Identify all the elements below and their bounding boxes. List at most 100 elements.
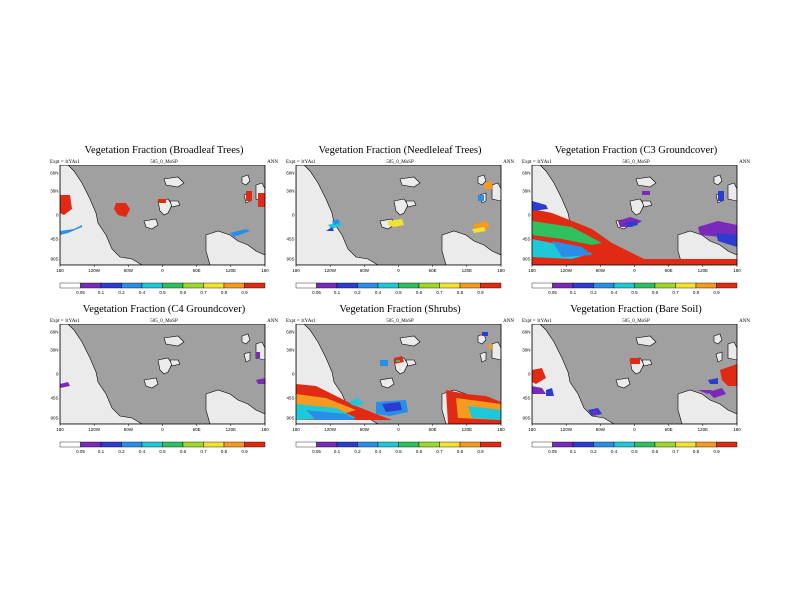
case-label: 505_0_MoSP <box>150 319 178 324</box>
data-patch <box>258 193 265 207</box>
colorbar-swatch <box>377 282 399 289</box>
lon-tick-label: 60W <box>596 427 606 432</box>
lon-tick-label: 0 <box>633 268 636 273</box>
lat-tick-label: 90S <box>286 416 294 421</box>
colorbar-swatch <box>572 441 594 448</box>
season-label: ANN <box>267 160 278 165</box>
colorbar-swatch <box>552 282 574 289</box>
lat-tick-label: 60N <box>286 330 294 335</box>
vegetation-map: 60N 30N 0 45S 90S 180 120W 60W 0 60E 120E 180 0.05 0.… <box>522 324 741 454</box>
colorbar-swatch <box>439 441 461 448</box>
lon-tick-label: 60E <box>193 427 201 432</box>
landmass-arabia <box>399 335 421 347</box>
colorbar-label: 0.4 <box>375 290 382 295</box>
lat-tick-label: 0 <box>292 213 295 218</box>
lon-tick-label: 180 <box>528 427 536 432</box>
colorbar-swatch <box>459 282 481 289</box>
lat-tick-label: 90S <box>522 416 530 421</box>
lat-tick-label: 30N <box>522 348 530 353</box>
panel-shrubs: Vegetation Fraction (Shrubs) Expt = 1tYA… <box>286 304 514 454</box>
colorbar-label: 0.05 <box>548 449 557 454</box>
colorbar-swatch <box>121 282 143 289</box>
data-patch <box>630 358 640 364</box>
data-patch <box>472 227 486 233</box>
lat-tick-label: 30N <box>50 348 58 353</box>
data-patch <box>718 191 724 201</box>
colorbar-label: 0.05 <box>76 290 85 295</box>
colorbar-swatch <box>613 282 635 289</box>
data-patch <box>306 410 356 420</box>
colorbar-swatch <box>572 282 594 289</box>
panel-title: Vegetation Fraction (Needleleaf Trees) <box>318 145 482 156</box>
lat-tick-label: 45S <box>286 396 294 401</box>
lat-tick-label: 60N <box>50 171 58 176</box>
colorbar-label: 0.8 <box>221 449 228 454</box>
landmass-east-asia <box>713 333 723 345</box>
data-patch <box>624 221 638 227</box>
season-label: ANN <box>503 160 514 165</box>
colorbar-swatch <box>398 441 420 448</box>
colorbar-swatch <box>295 441 317 448</box>
landmass-arabia <box>163 335 185 347</box>
lon-tick-label: 180 <box>261 268 269 273</box>
colorbar-label: 0.9 <box>713 290 720 295</box>
lat-tick-label: 45S <box>50 396 58 401</box>
landmass-australia <box>205 389 265 424</box>
lat-tick-label: 0 <box>528 372 531 377</box>
landmass-small <box>379 377 395 389</box>
landmass-island <box>243 351 251 363</box>
landmass-americas <box>60 324 143 424</box>
lat-tick-label: 0 <box>292 372 295 377</box>
lon-tick-label: 120W <box>88 268 101 273</box>
data-patch <box>114 203 130 217</box>
data-patch <box>468 406 501 420</box>
colorbar-swatch <box>80 282 102 289</box>
landmass-arabia <box>399 176 421 188</box>
colorbar-swatch <box>593 441 615 448</box>
colorbar-label: 0.1 <box>98 290 105 295</box>
colorbar-label: 0.6 <box>180 290 187 295</box>
data-patch <box>708 378 718 384</box>
lon-tick-label: 120E <box>698 427 709 432</box>
lat-tick-label: 30N <box>50 189 58 194</box>
lon-tick-label: 120E <box>226 427 237 432</box>
vegetation-map: 60N 30N 0 45S 90S 180 120W 60W 0 60E 120E 180 0.05 0.… <box>522 165 741 295</box>
expt-label: Expt = 1tYAs1 <box>50 160 80 165</box>
colorbar-swatch <box>141 441 163 448</box>
lon-tick-label: 120W <box>560 427 573 432</box>
landmass-small <box>641 200 653 208</box>
lon-tick-label: 120E <box>226 268 237 273</box>
colorbar-label: 0.2 <box>590 290 597 295</box>
vegetation-map: 60N 30N 0 45S 90S 180 120W 60W 0 60E 120E 180 0.05 0.… <box>50 165 269 295</box>
landmass-small <box>405 200 417 208</box>
colorbar-swatch <box>377 441 399 448</box>
colorbar-label: 0.7 <box>436 449 443 454</box>
vegetation-map: 60N 30N 0 45S 90S 180 120W 60W 0 60E 120E 180 0.05 0.… <box>286 165 505 295</box>
lat-tick-label: 90S <box>50 257 58 262</box>
lon-tick-label: 60W <box>360 268 370 273</box>
colorbar-label: 0.8 <box>221 290 228 295</box>
landmass-africa <box>393 198 409 216</box>
colorbar-label: 0.8 <box>693 290 700 295</box>
colorbar-label: 0.05 <box>312 449 321 454</box>
panel-title: Vegetation Fraction (Shrubs) <box>339 304 461 315</box>
landmass-small <box>405 359 417 367</box>
colorbar-swatch <box>80 441 102 448</box>
data-patch <box>552 241 592 257</box>
colorbar-label: 0.8 <box>457 290 464 295</box>
data-patch <box>482 332 488 336</box>
expt-label: Expt = 1tYAs1 <box>522 319 552 324</box>
lon-tick-label: 120W <box>324 427 337 432</box>
colorbar-swatch <box>634 441 656 448</box>
landmass-australia <box>205 230 265 265</box>
data-patch <box>382 402 402 412</box>
lon-tick-label: 0 <box>397 268 400 273</box>
lon-tick-label: 0 <box>161 427 164 432</box>
landmass-small <box>143 218 159 230</box>
data-patch <box>728 372 737 380</box>
lon-tick-label: 180 <box>56 268 64 273</box>
colorbar-swatch <box>439 282 461 289</box>
colorbar-swatch <box>716 282 738 289</box>
data-patch <box>592 410 598 416</box>
landmass-island <box>715 351 723 363</box>
